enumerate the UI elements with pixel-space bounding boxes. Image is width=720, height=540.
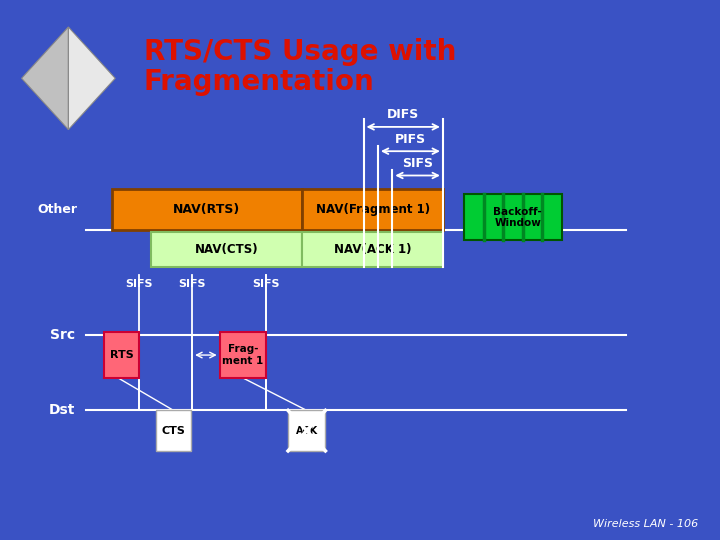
Bar bbox=[151, 232, 302, 267]
Bar bbox=[104, 332, 139, 378]
Text: ACK: ACK bbox=[296, 426, 318, 436]
Text: NAV(RTS): NAV(RTS) bbox=[174, 202, 240, 216]
Text: NAV(Fragment 1): NAV(Fragment 1) bbox=[315, 202, 430, 216]
Text: Src: Src bbox=[50, 328, 76, 342]
Text: SIFS: SIFS bbox=[179, 279, 206, 289]
Text: PIFS: PIFS bbox=[395, 133, 426, 146]
Text: SIFS: SIFS bbox=[402, 157, 433, 170]
Bar bbox=[302, 232, 443, 267]
Text: Dst: Dst bbox=[49, 403, 76, 417]
Text: NAV(CTS): NAV(CTS) bbox=[195, 243, 258, 256]
Polygon shape bbox=[22, 27, 68, 130]
Text: DIFS: DIFS bbox=[387, 109, 419, 122]
Text: SIFS: SIFS bbox=[253, 279, 280, 289]
Text: Other: Other bbox=[37, 203, 78, 216]
Polygon shape bbox=[68, 27, 115, 130]
Text: RTS/CTS Usage with
Fragmentation: RTS/CTS Usage with Fragmentation bbox=[144, 38, 456, 96]
Text: Backoff-
Window: Backoff- Window bbox=[493, 206, 542, 228]
Text: SIFS: SIFS bbox=[125, 279, 153, 289]
Text: RTS: RTS bbox=[110, 350, 133, 360]
Bar bbox=[288, 410, 325, 451]
Text: CTS: CTS bbox=[161, 426, 186, 436]
Bar bbox=[464, 194, 562, 240]
Text: Wireless LAN - 106: Wireless LAN - 106 bbox=[593, 519, 698, 529]
Bar bbox=[220, 332, 266, 378]
Bar bbox=[302, 189, 443, 230]
Text: NAV(ACK 1): NAV(ACK 1) bbox=[334, 243, 411, 256]
Bar bbox=[156, 410, 191, 451]
Bar bbox=[112, 189, 302, 230]
Text: Frag-
ment 1: Frag- ment 1 bbox=[222, 345, 264, 366]
